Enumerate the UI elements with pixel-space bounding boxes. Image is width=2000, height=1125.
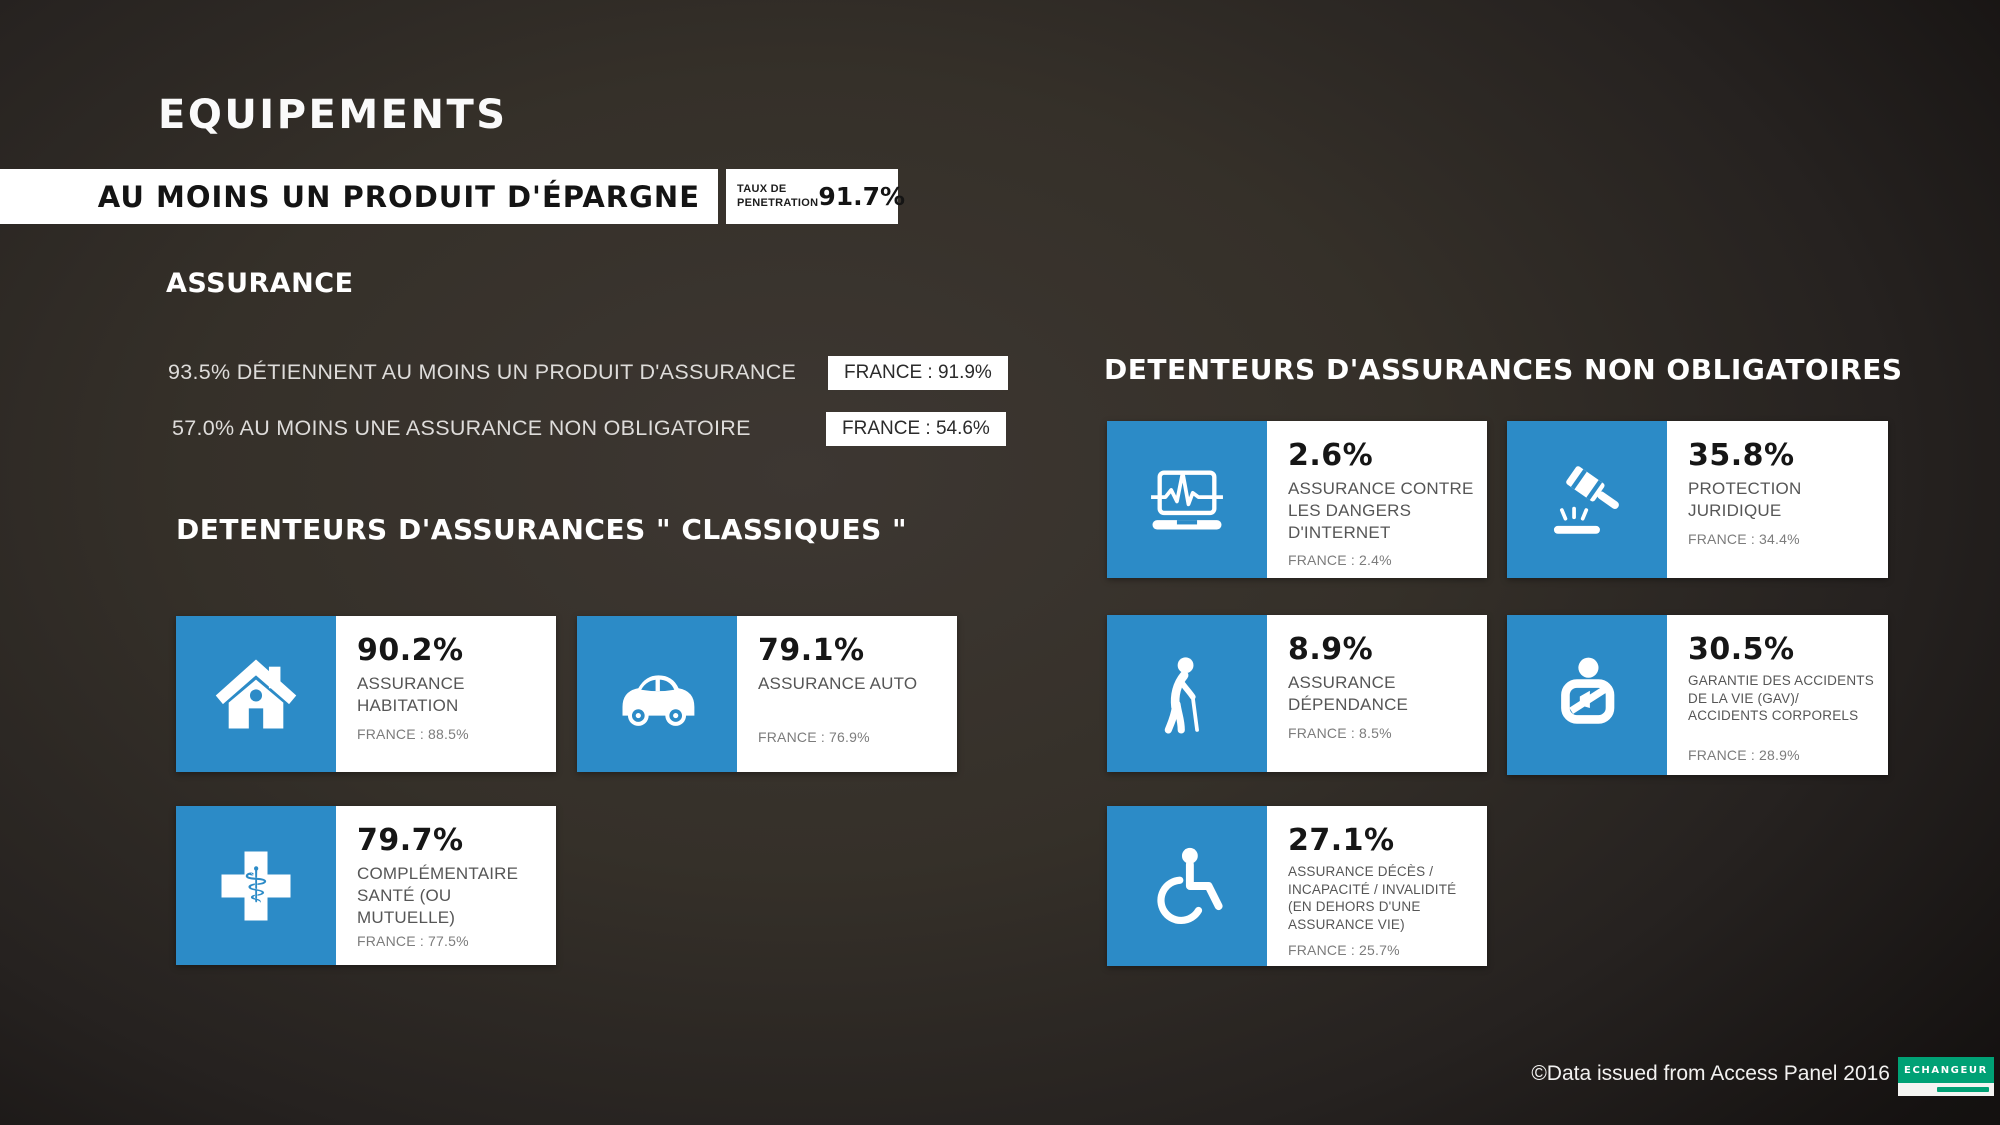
card-france-value: FRANCE : 88.5% bbox=[357, 725, 469, 742]
assurance-stat-line: 93.5% DÉTIENNENT AU MOINS UN PRODUIT D'A… bbox=[168, 360, 797, 384]
card-text: 35.8% PROTECTION JURIDIQUE FRANCE : 34.4… bbox=[1667, 421, 1888, 578]
card-gav-accidents-corporels: 30.5% GARANTIE DES ACCIDENTS DE LA VIE (… bbox=[1507, 615, 1888, 775]
card-label: COMPLÉMENTAIRE SANTÉ (OU MUTUELLE) bbox=[357, 864, 519, 927]
card-label: ASSURANCE DÉPENDANCE bbox=[1288, 673, 1409, 714]
card-text: 30.5% GARANTIE DES ACCIDENTS DE LA VIE (… bbox=[1667, 615, 1888, 775]
wheelchair-icon bbox=[1107, 806, 1267, 966]
savings-banner-label: AU MOINS UN PRODUIT D'ÉPARGNE bbox=[97, 179, 700, 214]
car-icon bbox=[577, 616, 737, 772]
penetration-value: 91.7% bbox=[818, 182, 906, 211]
card-value: 2.6% bbox=[1288, 438, 1374, 473]
svg-text:⚕: ⚕ bbox=[243, 856, 269, 913]
gavel-icon bbox=[1507, 421, 1667, 578]
card-value: 27.1% bbox=[1288, 823, 1395, 858]
france-benchmark-badge: FRANCE : 91.9% bbox=[828, 356, 1008, 390]
echangeur-logo: ECHANGEUR bbox=[1898, 1057, 1994, 1096]
card-text: 79.1% ASSURANCE AUTO FRANCE : 76.9% bbox=[737, 616, 957, 772]
card-france-value: FRANCE : 76.9% bbox=[758, 728, 870, 745]
card-text: 79.7% COMPLÉMENTAIRE SANTÉ (OU MUTUELLE)… bbox=[336, 806, 556, 965]
card-dangers-internet: 2.6% ASSURANCE CONTRE LES DANGERS D'INTE… bbox=[1107, 421, 1487, 578]
echangeur-logo-text: ECHANGEUR bbox=[1898, 1057, 1994, 1083]
card-france-value: FRANCE : 8.5% bbox=[1288, 724, 1392, 741]
savings-banner: AU MOINS UN PRODUIT D'ÉPARGNE bbox=[0, 169, 718, 224]
card-france-value: FRANCE : 28.9% bbox=[1688, 746, 1800, 763]
arm-sling-icon bbox=[1507, 615, 1667, 775]
assurance-section-title: ASSURANCE bbox=[166, 268, 354, 299]
card-assurance-habitation: 90.2% ASSURANCE HABITATION FRANCE : 88.5… bbox=[176, 616, 556, 772]
card-complementaire-sante: ⚕ 79.7% COMPLÉMENTAIRE SANTÉ (OU MUTUELL… bbox=[176, 806, 556, 965]
card-value: 79.1% bbox=[758, 633, 865, 668]
card-text: 2.6% ASSURANCE CONTRE LES DANGERS D'INTE… bbox=[1267, 421, 1487, 578]
home-icon bbox=[176, 616, 336, 772]
data-source-credit: ©Data issued from Access Panel 2016 bbox=[1531, 1062, 1890, 1085]
card-text: 27.1% ASSURANCE DÉCÈS / INCAPACITÉ / INV… bbox=[1267, 806, 1487, 966]
card-value: 35.8% bbox=[1688, 438, 1795, 473]
card-label: ASSURANCE HABITATION bbox=[357, 674, 465, 715]
echangeur-tagline-strip bbox=[1898, 1083, 1994, 1096]
card-france-value: FRANCE : 77.5% bbox=[357, 933, 469, 950]
assurance-stat-line: 57.0% AU MOINS UNE ASSURANCE NON OBLIGAT… bbox=[172, 416, 751, 440]
card-value: 79.7% bbox=[357, 823, 464, 858]
elderly-icon bbox=[1107, 615, 1267, 772]
page-title: EQUIPEMENTS bbox=[158, 92, 508, 138]
card-label: PROTECTION JURIDIQUE bbox=[1688, 479, 1802, 520]
card-text: 90.2% ASSURANCE HABITATION FRANCE : 88.5… bbox=[336, 616, 556, 772]
card-value: 30.5% bbox=[1688, 632, 1795, 667]
card-assurance-dependance: 8.9% ASSURANCE DÉPENDANCE FRANCE : 8.5% bbox=[1107, 615, 1487, 772]
card-label: ASSURANCE DÉCÈS / INCAPACITÉ / INVALIDIT… bbox=[1288, 864, 1457, 932]
card-france-value: FRANCE : 2.4% bbox=[1288, 552, 1392, 569]
card-label: ASSURANCE AUTO bbox=[758, 674, 918, 693]
classic-section-title: DETENTEURS D'ASSURANCES " CLASSIQUES " bbox=[176, 513, 908, 546]
card-france-value: FRANCE : 25.7% bbox=[1288, 942, 1400, 959]
non-mandatory-section-title: DETENTEURS D'ASSURANCES NON OBLIGATOIRES bbox=[1104, 353, 1903, 386]
france-benchmark-badge: FRANCE : 54.6% bbox=[826, 412, 1006, 446]
card-value: 8.9% bbox=[1288, 632, 1374, 667]
card-assurance-auto: 79.1% ASSURANCE AUTO FRANCE : 76.9% bbox=[577, 616, 957, 772]
penetration-box: TAUX DE PENETRATION 91.7% bbox=[726, 169, 905, 224]
card-text: 8.9% ASSURANCE DÉPENDANCE FRANCE : 8.5% bbox=[1267, 615, 1487, 772]
card-value: 90.2% bbox=[357, 633, 464, 668]
laptop-pulse-icon bbox=[1107, 421, 1267, 578]
card-label: GARANTIE DES ACCIDENTS DE LA VIE (GAV)/ … bbox=[1688, 673, 1874, 724]
echangeur-tagline-mark bbox=[1937, 1087, 1989, 1092]
card-deces-incapacite-invalidite: 27.1% ASSURANCE DÉCÈS / INCAPACITÉ / INV… bbox=[1107, 806, 1487, 966]
penetration-label: TAUX DE PENETRATION bbox=[737, 183, 819, 209]
card-france-value: FRANCE : 34.4% bbox=[1688, 530, 1800, 547]
health-cross-icon: ⚕ bbox=[176, 806, 336, 965]
card-label: ASSURANCE CONTRE LES DANGERS D'INTERNET bbox=[1288, 479, 1474, 542]
card-protection-juridique: 35.8% PROTECTION JURIDIQUE FRANCE : 34.4… bbox=[1507, 421, 1888, 578]
